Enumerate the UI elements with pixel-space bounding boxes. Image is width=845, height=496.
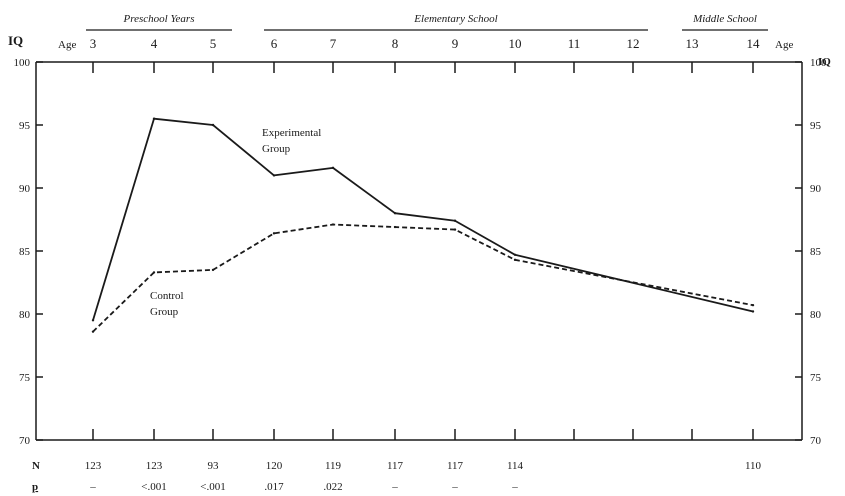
data-point bbox=[211, 123, 215, 127]
data-point bbox=[331, 166, 335, 170]
y-tick-label-left: 95 bbox=[19, 120, 31, 132]
x-tick-label: 9 bbox=[452, 36, 459, 51]
series-line-control bbox=[92, 223, 754, 333]
series-label: Control bbox=[150, 290, 184, 302]
table-cell: 114 bbox=[507, 460, 524, 472]
table-cell: – bbox=[391, 481, 398, 493]
table-cell: .022 bbox=[323, 481, 342, 493]
x-tick-label: 10 bbox=[509, 36, 522, 51]
table-cell: – bbox=[511, 481, 518, 493]
data-point bbox=[211, 268, 215, 272]
y-axis-title-left: IQ bbox=[8, 33, 23, 48]
y-tick-label-left: 70 bbox=[19, 435, 31, 447]
series-label: Group bbox=[150, 306, 179, 318]
x-axis-title-right: Age bbox=[775, 39, 793, 51]
data-point bbox=[453, 219, 457, 222]
x-tick-label: 4 bbox=[151, 36, 158, 51]
data-point bbox=[751, 303, 755, 307]
series-label: Group bbox=[262, 143, 291, 155]
x-tick-label: 5 bbox=[210, 36, 217, 51]
data-point bbox=[393, 212, 397, 215]
data-point bbox=[513, 253, 517, 256]
y-tick-label-left: 85 bbox=[19, 246, 31, 258]
table-cell: – bbox=[89, 481, 96, 493]
y-tick-label-left: 90 bbox=[19, 183, 31, 195]
x-tick-label: 8 bbox=[392, 36, 399, 51]
y-axis-title-right: IQ bbox=[818, 56, 831, 68]
data-point bbox=[453, 228, 457, 231]
data-point bbox=[152, 271, 156, 274]
data-point bbox=[91, 319, 95, 322]
table-cell: .017 bbox=[264, 481, 284, 493]
phase-label: Middle School bbox=[692, 13, 757, 25]
y-tick-label-right: 100 bbox=[810, 57, 827, 69]
data-point bbox=[393, 225, 397, 229]
table-cell: 120 bbox=[266, 460, 283, 472]
phase-label: Preschool Years bbox=[123, 13, 195, 25]
table-cell: <.001 bbox=[200, 481, 225, 493]
table-row-label: p bbox=[32, 481, 38, 493]
y-tick-label-right: 75 bbox=[810, 372, 822, 384]
data-point bbox=[152, 117, 156, 120]
data-point bbox=[91, 330, 95, 333]
x-tick-label: 14 bbox=[747, 36, 761, 51]
y-tick-label-right: 90 bbox=[810, 183, 822, 195]
table-cell: 117 bbox=[387, 460, 404, 472]
data-point bbox=[513, 258, 517, 262]
table-row-label: N bbox=[32, 460, 40, 472]
y-tick-label-left: 75 bbox=[19, 372, 31, 384]
table-cell: – bbox=[451, 481, 458, 493]
series-label: Experimental bbox=[262, 127, 321, 139]
table-cell: 123 bbox=[85, 460, 102, 472]
y-tick-label-left: 80 bbox=[19, 309, 31, 321]
x-tick-label: 6 bbox=[271, 36, 278, 51]
x-tick-label: 12 bbox=[627, 36, 640, 51]
table-cell: 123 bbox=[146, 460, 163, 472]
table-cell: 117 bbox=[447, 460, 464, 472]
series-line-experimental bbox=[92, 117, 754, 321]
x-tick-label: 11 bbox=[568, 36, 581, 51]
y-tick-label-left: 100 bbox=[14, 57, 31, 69]
y-tick-label-right: 85 bbox=[810, 246, 822, 258]
data-point bbox=[751, 310, 755, 313]
y-tick-label-right: 80 bbox=[810, 309, 822, 321]
x-axis-title-left: Age bbox=[58, 39, 76, 51]
x-tick-label: 3 bbox=[90, 36, 97, 51]
table-cell: <.001 bbox=[141, 481, 166, 493]
x-tick-label: 13 bbox=[686, 36, 699, 51]
table-cell: 110 bbox=[745, 460, 762, 472]
y-tick-label-right: 95 bbox=[810, 120, 822, 132]
table-cell: 119 bbox=[325, 460, 342, 472]
phase-label: Elementary School bbox=[413, 13, 497, 25]
data-point bbox=[331, 223, 335, 226]
x-tick-label: 7 bbox=[330, 36, 337, 51]
y-tick-label-right: 70 bbox=[810, 435, 822, 447]
data-point bbox=[272, 232, 276, 235]
table-cell: 93 bbox=[208, 460, 220, 472]
data-point bbox=[272, 174, 276, 177]
